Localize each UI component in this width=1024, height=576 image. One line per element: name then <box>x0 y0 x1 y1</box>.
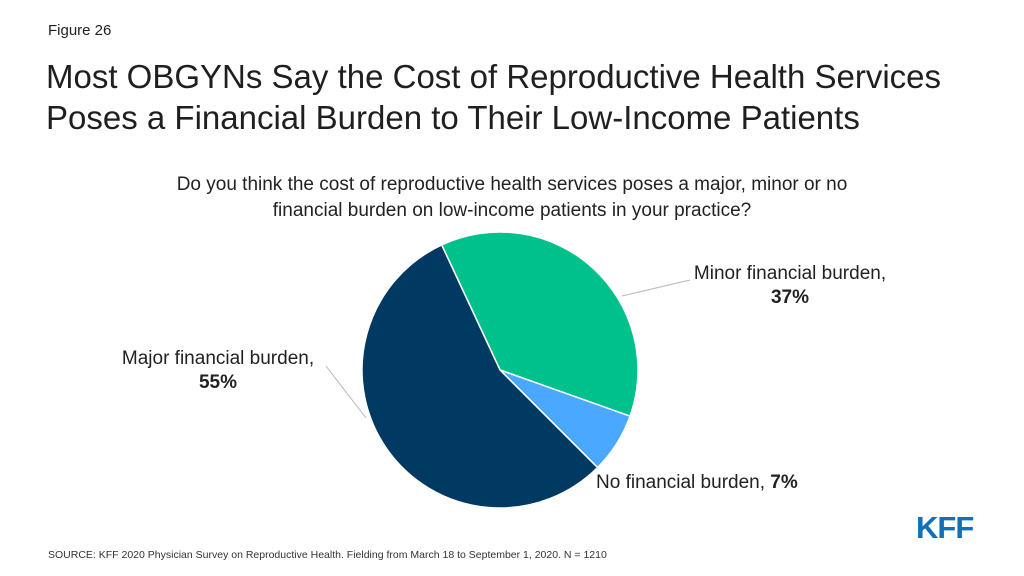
slice-label-minor: Minor financial burden, <box>694 263 886 284</box>
slice-value-major: 55% <box>199 372 237 393</box>
source-note: SOURCE: KFF 2020 Physician Survey on Rep… <box>48 549 607 561</box>
kff-logo: KFF <box>916 510 974 545</box>
pie-slice-minor <box>440 231 639 418</box>
survey-question: Do you think the cost of reproductive he… <box>176 174 848 221</box>
leader-line-minor <box>621 279 691 297</box>
slice-label-none: No financial burden, 7% <box>596 472 798 493</box>
slice-value-minor: 37% <box>771 287 809 308</box>
slice-value-none: 7% <box>770 472 798 493</box>
chart-title: Most OBGYNs Say the Cost of Reproductive… <box>46 58 942 136</box>
figure-label: Figure 26 <box>48 22 112 39</box>
slice-label-major: Major financial burden, <box>122 348 314 369</box>
leader-line-major <box>325 365 367 419</box>
pie-slice-major <box>361 243 599 509</box>
